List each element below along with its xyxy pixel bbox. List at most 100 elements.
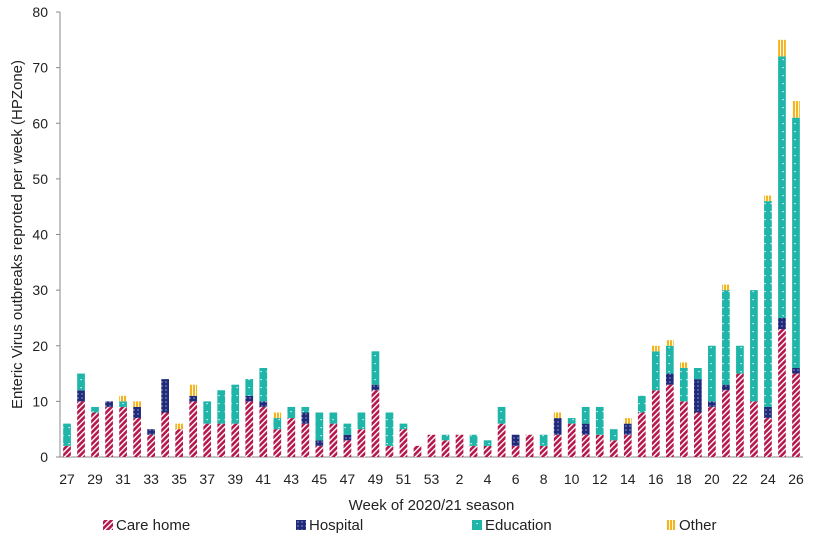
x-tick-labels: 27 29 31 33 35 37 39 41 43 45 47 49 51 53 2 4 6 8 10 12 14 16… xyxy=(59,471,804,487)
y-axis-label: Enteric Virus outbreaks reproted per wee… xyxy=(9,60,26,409)
bar-education-week-28 xyxy=(77,373,85,391)
bar-care-home-week-52 xyxy=(413,445,422,457)
bar-care-home-week-2 xyxy=(455,434,464,457)
y-tick-label: 10 xyxy=(32,393,48,409)
x-tick-label: 49 xyxy=(368,471,384,487)
bar-care-home-week-1 xyxy=(441,440,450,457)
bar-care-home-week-6 xyxy=(511,445,520,457)
bar-care-home-week-16 xyxy=(651,390,660,457)
bar-hospital-week-32 xyxy=(133,406,141,419)
bar-education-week-26 xyxy=(792,117,800,368)
bar-care-home-week-12 xyxy=(595,434,604,457)
bar-care-home-week-15 xyxy=(637,412,646,457)
bar-care-home-week-18 xyxy=(679,401,688,457)
bar-care-home-week-9 xyxy=(553,434,562,457)
x-tick-label: 43 xyxy=(284,471,300,487)
bar-care-home-week-35 xyxy=(175,429,184,457)
bar-care-home-week-36 xyxy=(189,401,198,457)
legend-swatch-care-home xyxy=(103,520,113,530)
bar-education-week-46 xyxy=(329,412,338,424)
bar-care-home-week-25 xyxy=(778,329,786,457)
bar-hospital-week-28 xyxy=(77,390,85,402)
bar-other-week-32 xyxy=(133,401,141,407)
bar-care-home-week-14 xyxy=(623,434,632,457)
bar-hospital-week-9 xyxy=(553,418,562,435)
bar-care-home-week-37 xyxy=(203,423,212,457)
x-tick-label: 31 xyxy=(115,471,131,487)
bar-care-home-week-38 xyxy=(217,423,226,457)
x-tick-label: 53 xyxy=(424,471,440,487)
bar-other-week-31 xyxy=(119,395,127,402)
bar-education-week-25 xyxy=(778,56,786,318)
legend-swatch-other xyxy=(666,520,676,530)
bar-hospital-week-40 xyxy=(245,395,254,402)
bar-other-week-18 xyxy=(679,362,688,368)
bar-education-week-19 xyxy=(694,368,702,380)
bar-education-week-12 xyxy=(595,406,604,435)
bar-hospital-week-14 xyxy=(623,423,632,435)
bar-hospital-week-30 xyxy=(105,401,113,407)
axes xyxy=(59,12,803,458)
bar-education-week-42 xyxy=(273,418,282,430)
bar-education-week-44 xyxy=(301,406,310,413)
y-tick-label: 50 xyxy=(32,171,48,187)
bar-hospital-week-26 xyxy=(792,368,800,374)
bar-hospital-week-20 xyxy=(708,401,716,407)
bar-other-week-21 xyxy=(722,284,730,291)
x-tick-label: 27 xyxy=(59,471,75,487)
bar-other-week-35 xyxy=(175,423,184,430)
bar-hospital-week-17 xyxy=(665,373,674,385)
x-tick-label: 24 xyxy=(760,471,776,487)
bar-care-home-week-49 xyxy=(371,390,380,457)
bar-care-home-week-34 xyxy=(161,412,169,457)
bar-care-home-week-40 xyxy=(245,401,254,457)
bar-other-week-42 xyxy=(273,412,282,419)
bar-care-home-week-42 xyxy=(273,429,282,457)
bar-education-week-1 xyxy=(441,434,450,441)
bar-other-week-14 xyxy=(623,418,632,424)
bar-care-home-week-44 xyxy=(301,423,310,457)
bars xyxy=(63,39,800,457)
legend-label-hospital: Hospital xyxy=(309,517,363,534)
bar-care-home-week-47 xyxy=(343,440,352,457)
x-tick-label: 33 xyxy=(143,471,159,487)
bar-care-home-week-27 xyxy=(63,445,71,457)
bar-hospital-week-11 xyxy=(581,423,590,435)
bar-education-week-15 xyxy=(637,395,646,413)
bar-education-week-29 xyxy=(91,406,99,413)
bar-other-week-17 xyxy=(665,340,674,346)
legend-label-education: Education xyxy=(485,517,552,534)
y-tick-label: 60 xyxy=(32,115,48,131)
bar-hospital-week-47 xyxy=(343,434,352,441)
x-axis-label: Week of 2020/21 season xyxy=(349,497,515,514)
bar-hospital-week-41 xyxy=(259,401,268,407)
x-tick-label: 45 xyxy=(312,471,328,487)
y-tick-label: 70 xyxy=(32,60,48,76)
x-tick-label: 4 xyxy=(484,471,492,487)
bar-hospital-week-25 xyxy=(778,317,786,330)
bar-education-week-49 xyxy=(371,351,380,385)
bar-hospital-week-24 xyxy=(764,406,772,419)
bar-other-week-24 xyxy=(764,195,772,202)
bar-hospital-week-34 xyxy=(161,379,169,413)
bar-care-home-week-3 xyxy=(469,445,478,457)
bar-education-week-24 xyxy=(764,201,772,407)
bar-other-week-16 xyxy=(651,345,660,352)
bar-education-week-8 xyxy=(539,434,548,446)
x-tick-label: 37 xyxy=(199,471,215,487)
y-tick-label: 30 xyxy=(32,282,48,298)
bar-education-week-21 xyxy=(722,290,730,385)
bar-care-home-week-43 xyxy=(287,418,296,457)
bar-other-week-9 xyxy=(553,412,562,419)
bar-care-home-week-33 xyxy=(147,434,155,457)
bar-education-week-43 xyxy=(287,406,296,419)
x-tick-label: 41 xyxy=(255,471,271,487)
bar-education-week-22 xyxy=(736,345,744,374)
y-tick-label: 20 xyxy=(32,338,48,354)
bar-care-home-week-19 xyxy=(694,412,702,457)
bar-education-week-13 xyxy=(609,429,618,441)
x-tick-label: 8 xyxy=(540,471,548,487)
bar-hospital-week-49 xyxy=(371,384,380,391)
bar-education-week-18 xyxy=(679,368,688,402)
bar-care-home-week-30 xyxy=(105,406,113,457)
